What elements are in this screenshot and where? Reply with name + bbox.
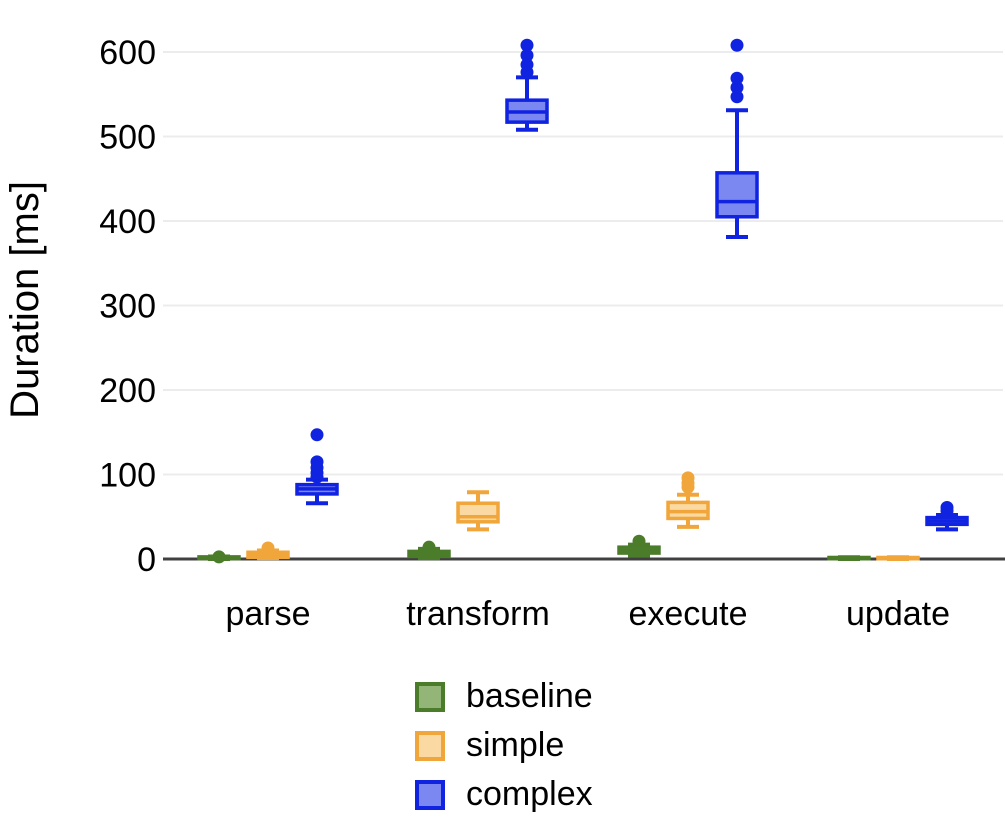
legend-label: baseline [466, 677, 593, 715]
y-tick-label: 200 [99, 372, 156, 410]
box-simple-update [876, 555, 920, 561]
box-complex-update [925, 500, 969, 532]
box-rect [456, 501, 500, 524]
y-tick-label: 500 [99, 119, 156, 157]
legend-swatch-baseline [415, 682, 445, 712]
box-baseline-execute [617, 534, 661, 558]
outlier-dot [730, 90, 744, 104]
legend-label: simple [466, 726, 564, 764]
legend-swatch-simple [415, 731, 445, 761]
outlier-dot [940, 500, 954, 514]
y-tick-label: 0 [137, 541, 156, 579]
outlier-dot [730, 38, 744, 52]
label-layer: 0 100 200 300 400 500 600 parse transform execute… [99, 34, 950, 633]
x-category-label: update [846, 595, 950, 633]
outlier-dot [212, 550, 226, 564]
legend-item-simple: simple [415, 726, 564, 764]
box-rect [715, 171, 759, 219]
legend-item-complex: complex [415, 775, 593, 813]
outlier-dot [310, 455, 324, 469]
outlier-dot [422, 540, 436, 554]
outlier-dot [730, 80, 744, 94]
legend: baseline simple complex [415, 677, 593, 813]
box-complex-transform [505, 38, 549, 132]
y-axis-title: Duration [ms] [3, 181, 47, 419]
outlier-dot [520, 38, 534, 52]
outlier-dot [310, 428, 324, 442]
legend-item-baseline: baseline [415, 677, 593, 715]
outlier-dot [681, 471, 695, 485]
box-baseline-parse [197, 550, 241, 564]
outlier-dot [730, 71, 744, 85]
x-category-label: execute [628, 595, 747, 633]
box-complex-execute [715, 38, 759, 240]
box-baseline-update [827, 555, 871, 561]
outlier-dot [261, 541, 275, 555]
box-simple-execute [666, 471, 710, 529]
outlier-dot [520, 48, 534, 62]
y-tick-label: 300 [99, 288, 156, 326]
legend-swatch-complex [415, 780, 445, 810]
y-tick-label: 100 [99, 457, 156, 495]
box-simple-parse [246, 541, 290, 561]
x-category-label: parse [225, 595, 310, 633]
legend-label: complex [466, 775, 593, 813]
grid-layer [163, 51, 1003, 476]
y-tick-label: 400 [99, 203, 156, 241]
x-category-label: transform [406, 595, 550, 633]
outlier-dot [632, 534, 646, 548]
box-simple-transform [456, 490, 500, 532]
y-tick-label: 600 [99, 34, 156, 72]
box-complex-parse [295, 428, 339, 506]
box-baseline-transform [407, 540, 451, 561]
outlier-dot [520, 58, 534, 72]
box-layer [197, 38, 969, 564]
